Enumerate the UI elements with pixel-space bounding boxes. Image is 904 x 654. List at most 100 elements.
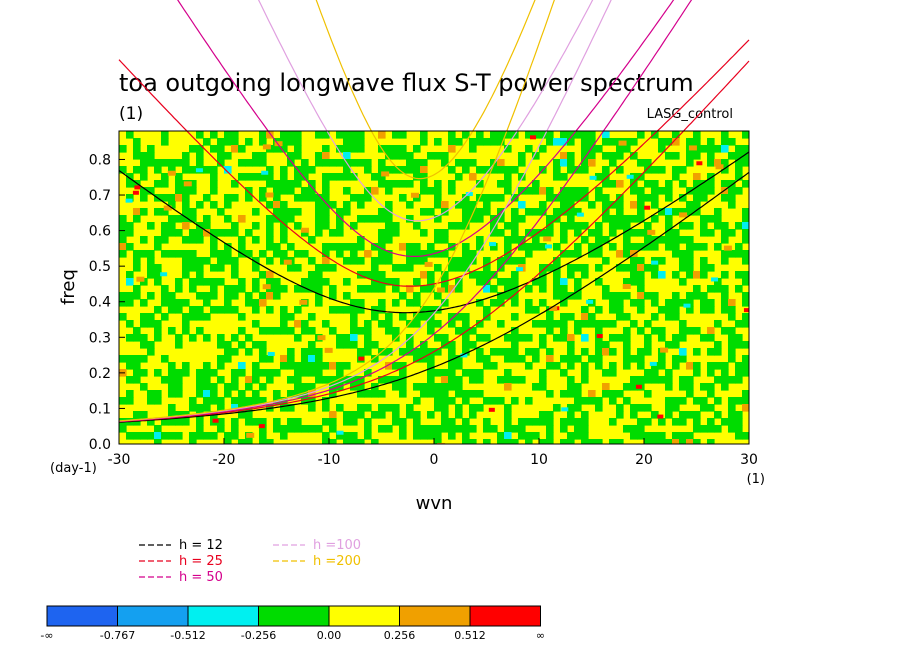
heatmap-cell xyxy=(679,439,687,444)
heatmap-cell xyxy=(476,166,484,174)
heatmap-cell xyxy=(364,425,372,433)
heatmap-cell xyxy=(581,418,589,426)
heatmap-cell xyxy=(189,215,197,223)
heatmap-cell xyxy=(329,383,337,391)
heatmap-cell xyxy=(399,362,407,370)
heatmap-cell xyxy=(364,166,372,174)
heatmap-cell xyxy=(525,299,533,307)
heatmap-cell xyxy=(238,390,246,398)
heatmap-cell xyxy=(581,187,589,195)
heatmap-cell xyxy=(469,425,477,433)
heatmap-cell xyxy=(315,362,323,370)
heatmap-cell xyxy=(574,208,582,216)
heatmap-cell xyxy=(126,222,134,230)
heatmap-cell xyxy=(630,355,638,363)
heatmap-cell xyxy=(126,362,134,370)
heatmap-cell xyxy=(266,278,274,286)
heatmap-cell xyxy=(308,257,316,265)
heatmap-cell xyxy=(490,222,498,230)
heatmap-cell xyxy=(322,362,330,370)
heatmap-cell xyxy=(455,173,463,181)
heatmap-cell xyxy=(441,271,449,279)
heatmap-cell xyxy=(567,152,575,160)
heatmap-cell xyxy=(315,229,323,237)
heatmap-cell xyxy=(371,355,379,363)
heatmap-cell xyxy=(658,362,666,370)
heatmap-cell xyxy=(581,159,589,167)
heatmap-cell xyxy=(196,418,204,426)
heatmap-cell xyxy=(455,404,463,412)
heatmap-cell xyxy=(350,222,358,230)
heatmap-cell xyxy=(119,355,127,363)
heatmap-cell xyxy=(567,355,575,363)
heatmap-cell xyxy=(707,180,715,188)
heatmap-cell xyxy=(203,369,211,377)
heatmap-cell xyxy=(546,320,554,328)
heatmap-cell xyxy=(136,276,145,282)
heatmap-cell xyxy=(343,187,351,195)
heatmap-cell xyxy=(448,145,456,153)
heatmap-cell xyxy=(189,285,197,293)
heatmap-cell xyxy=(686,138,694,146)
heatmap-cell xyxy=(546,313,554,321)
heatmap-cell xyxy=(672,397,680,405)
heatmap-cell xyxy=(546,355,554,363)
heatmap-cell xyxy=(469,159,477,167)
heatmap-cell xyxy=(539,278,547,286)
heatmap-cell xyxy=(574,131,582,139)
heatmap-cell xyxy=(707,348,715,356)
heatmap-cell xyxy=(154,320,162,328)
heatmap-cell xyxy=(161,229,169,237)
heatmap-cell xyxy=(266,166,274,174)
heatmap-cell xyxy=(392,285,400,293)
heatmap-cell xyxy=(707,264,715,272)
heatmap-cell xyxy=(336,173,344,181)
heatmap-cell xyxy=(630,383,638,391)
heatmap-cell xyxy=(280,229,288,237)
heatmap-cell xyxy=(132,190,139,195)
heatmap-cell xyxy=(693,327,701,335)
heatmap-cell xyxy=(462,208,470,216)
heatmap-cell xyxy=(672,313,680,321)
heatmap-cell xyxy=(455,313,463,321)
heatmap-cell xyxy=(553,138,561,146)
heatmap-cell xyxy=(441,369,449,377)
heatmap-cell xyxy=(133,138,141,146)
heatmap-cell xyxy=(581,222,589,230)
heatmap-cell xyxy=(609,397,617,405)
heatmap-cell xyxy=(231,271,239,279)
heatmap-cell xyxy=(518,173,526,181)
heatmap-cell xyxy=(308,355,316,363)
heatmap-cell xyxy=(364,369,372,377)
heatmap-cell xyxy=(119,229,127,237)
heatmap-cell xyxy=(350,243,358,251)
heatmap-cell xyxy=(637,131,645,139)
heatmap-cell xyxy=(609,306,617,314)
heatmap-cell xyxy=(637,271,645,279)
heatmap-cell xyxy=(679,180,687,188)
heatmap-cell xyxy=(679,397,687,405)
heatmap-cell xyxy=(588,397,596,405)
colorbar-label: -0.767 xyxy=(100,629,135,642)
heatmap-cell xyxy=(245,439,253,444)
heatmap-cell xyxy=(644,334,652,342)
heatmap-cell xyxy=(399,243,407,251)
heatmap-cell xyxy=(301,327,309,335)
heatmap-cell xyxy=(567,222,575,230)
heatmap-cell xyxy=(266,201,274,209)
heatmap-cell xyxy=(126,292,134,300)
heatmap-cell xyxy=(700,243,708,251)
heatmap-cell xyxy=(252,173,260,181)
heatmap-cell xyxy=(245,397,253,405)
heatmap-cell xyxy=(238,341,246,349)
heatmap-cell xyxy=(434,264,442,272)
y-tick-label: 0.0 xyxy=(89,437,111,453)
heatmap-cell xyxy=(637,355,645,363)
heatmap-cell xyxy=(217,145,225,153)
heatmap-cell xyxy=(651,369,659,377)
heatmap-cell xyxy=(609,292,617,300)
heatmap-cell xyxy=(490,166,498,174)
heatmap-cell xyxy=(686,159,694,167)
heatmap-cell xyxy=(679,320,687,328)
heatmap-cell xyxy=(413,320,421,328)
